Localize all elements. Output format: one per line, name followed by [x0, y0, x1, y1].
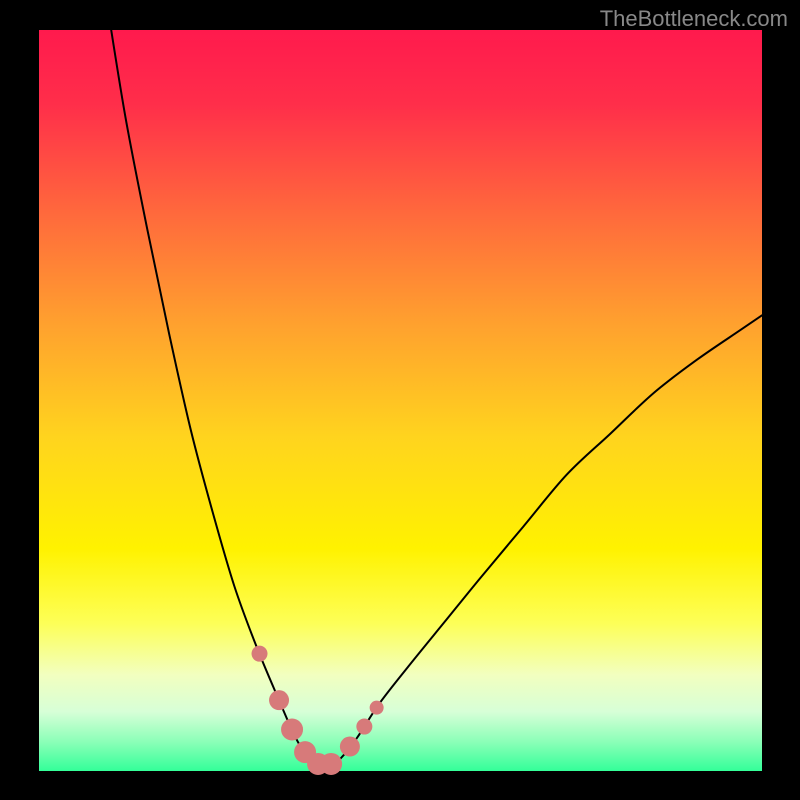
- curve-marker: [370, 701, 384, 715]
- curve-marker: [356, 719, 372, 735]
- curve-marker: [252, 646, 268, 662]
- curve-marker: [269, 690, 289, 710]
- chart-frame: TheBottleneck.com: [0, 0, 800, 800]
- curve-marker: [320, 753, 342, 775]
- curve-marker: [340, 737, 360, 757]
- curve-marker: [281, 719, 303, 741]
- gradient-background: [39, 30, 762, 771]
- bottleneck-chart: [0, 0, 800, 800]
